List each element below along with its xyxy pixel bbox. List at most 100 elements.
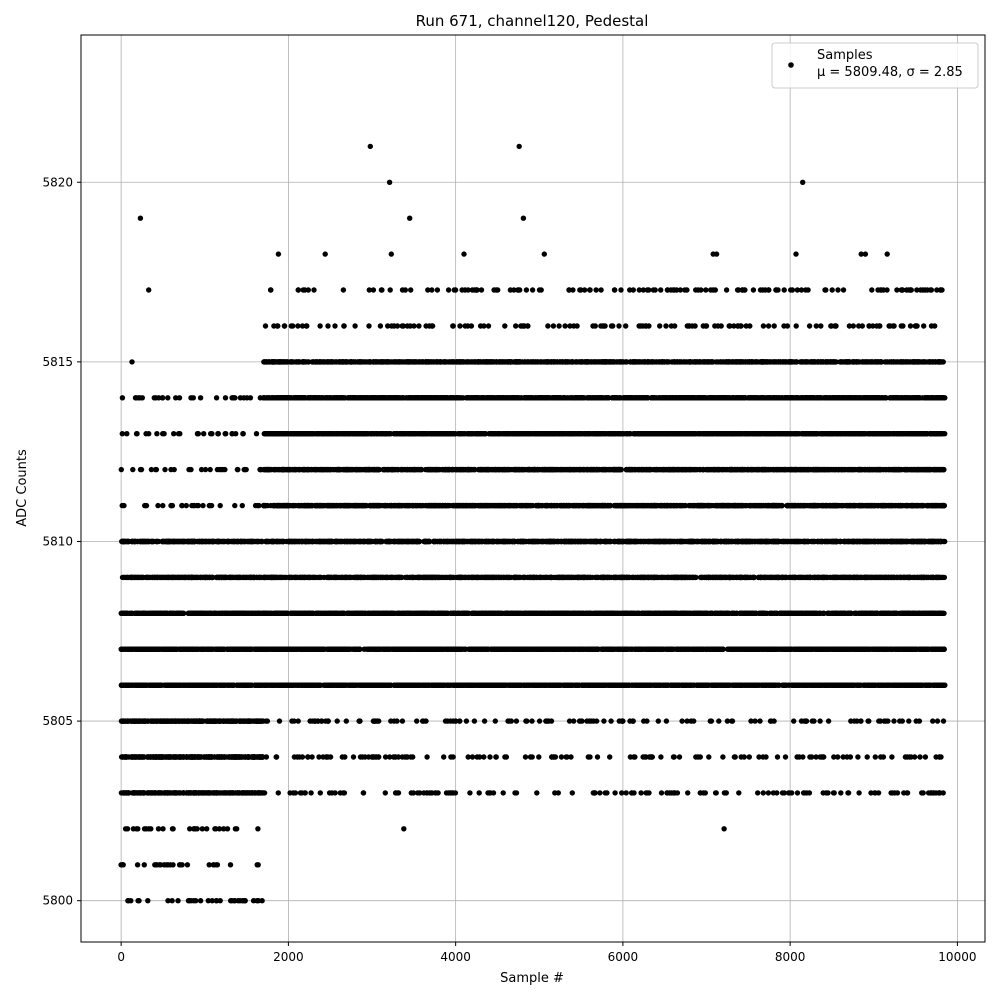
sample-point	[194, 610, 200, 616]
sample-point	[126, 610, 132, 616]
sample-point	[162, 610, 168, 616]
sample-point	[145, 898, 151, 904]
sample-point	[233, 610, 239, 616]
sample-point	[866, 682, 872, 688]
sample-point	[337, 682, 344, 688]
sample-point	[140, 754, 146, 760]
sample-point	[240, 431, 246, 437]
sample-point	[124, 790, 130, 796]
sample-point	[235, 574, 242, 581]
sample-point	[229, 431, 235, 437]
sample-point	[142, 502, 149, 509]
sample-point	[244, 395, 250, 401]
sample-point	[586, 682, 592, 688]
sample-point	[148, 466, 155, 473]
sample-point	[762, 682, 768, 688]
sample-point	[120, 538, 126, 545]
sample-point	[201, 431, 207, 437]
sample-point	[220, 646, 226, 652]
sample-point	[159, 646, 165, 652]
sample-point	[203, 574, 209, 581]
sample-point	[208, 502, 215, 509]
sample-point	[775, 646, 782, 652]
sample-point	[648, 682, 654, 688]
sample-point	[184, 574, 190, 581]
sample-point	[257, 754, 263, 760]
sample-point	[901, 682, 908, 688]
sample-point	[419, 682, 426, 688]
sample-point	[523, 646, 529, 652]
sample-point	[141, 718, 148, 724]
sample-point	[234, 682, 240, 688]
sample-point	[166, 754, 172, 760]
sample-point	[206, 754, 213, 760]
sample-point	[256, 574, 262, 581]
sample-point	[175, 431, 182, 437]
sample-point	[237, 646, 244, 652]
sample-point	[168, 646, 174, 652]
sample-point	[345, 646, 352, 652]
sample-point	[470, 682, 477, 688]
sample-point	[134, 431, 140, 437]
sample-point	[129, 754, 135, 760]
sample-point	[124, 431, 130, 437]
sample-point	[237, 718, 243, 724]
sample-point	[120, 862, 126, 868]
sample-point	[137, 646, 143, 652]
sample-point	[147, 682, 153, 688]
sample-point	[143, 538, 149, 545]
sample-point	[213, 395, 220, 401]
sample-point	[190, 898, 197, 904]
sample-point	[254, 646, 260, 652]
sample-point	[833, 646, 839, 652]
sample-point	[158, 682, 164, 688]
sample-point	[168, 466, 174, 473]
sample-point	[210, 862, 217, 868]
sample-point	[594, 646, 601, 652]
sample-point	[118, 466, 125, 473]
sample-point	[215, 754, 221, 760]
sample-point	[219, 574, 225, 581]
sample-point	[205, 610, 211, 616]
sample-point	[255, 826, 261, 832]
sample-point	[155, 610, 161, 616]
sample-point	[169, 574, 176, 581]
sample-point	[301, 682, 307, 688]
sample-point	[134, 790, 140, 796]
sample-point	[671, 682, 677, 688]
sample-point	[195, 646, 201, 652]
sample-point	[623, 682, 629, 688]
sample-point	[914, 682, 920, 688]
sample-point	[349, 682, 356, 688]
sample-point	[895, 682, 901, 688]
sample-point	[141, 610, 148, 616]
sample-point	[176, 574, 182, 581]
sample-point	[710, 646, 716, 652]
sample-point	[123, 682, 129, 688]
sample-point	[247, 538, 253, 545]
sample-point	[121, 502, 127, 509]
sample-point	[811, 682, 817, 688]
sample-point	[180, 790, 186, 796]
sample-point	[180, 754, 186, 760]
sample-point	[196, 538, 203, 545]
sample-point	[190, 395, 196, 401]
sample-point	[165, 395, 171, 401]
sample-point	[445, 682, 451, 688]
sample-point	[155, 502, 161, 509]
sample-point	[150, 754, 156, 760]
sample-point	[129, 646, 135, 652]
sample-point	[255, 718, 262, 724]
sample-point	[215, 790, 222, 796]
sample-point	[187, 826, 193, 832]
sample-point	[697, 682, 703, 688]
sample-point	[406, 682, 413, 688]
sample-point	[151, 395, 157, 401]
sample-point	[138, 538, 144, 545]
sample-point	[232, 790, 239, 796]
sample-point	[234, 466, 241, 473]
sample-point	[511, 682, 517, 688]
sample-point	[147, 610, 153, 616]
sample-point	[879, 682, 886, 688]
